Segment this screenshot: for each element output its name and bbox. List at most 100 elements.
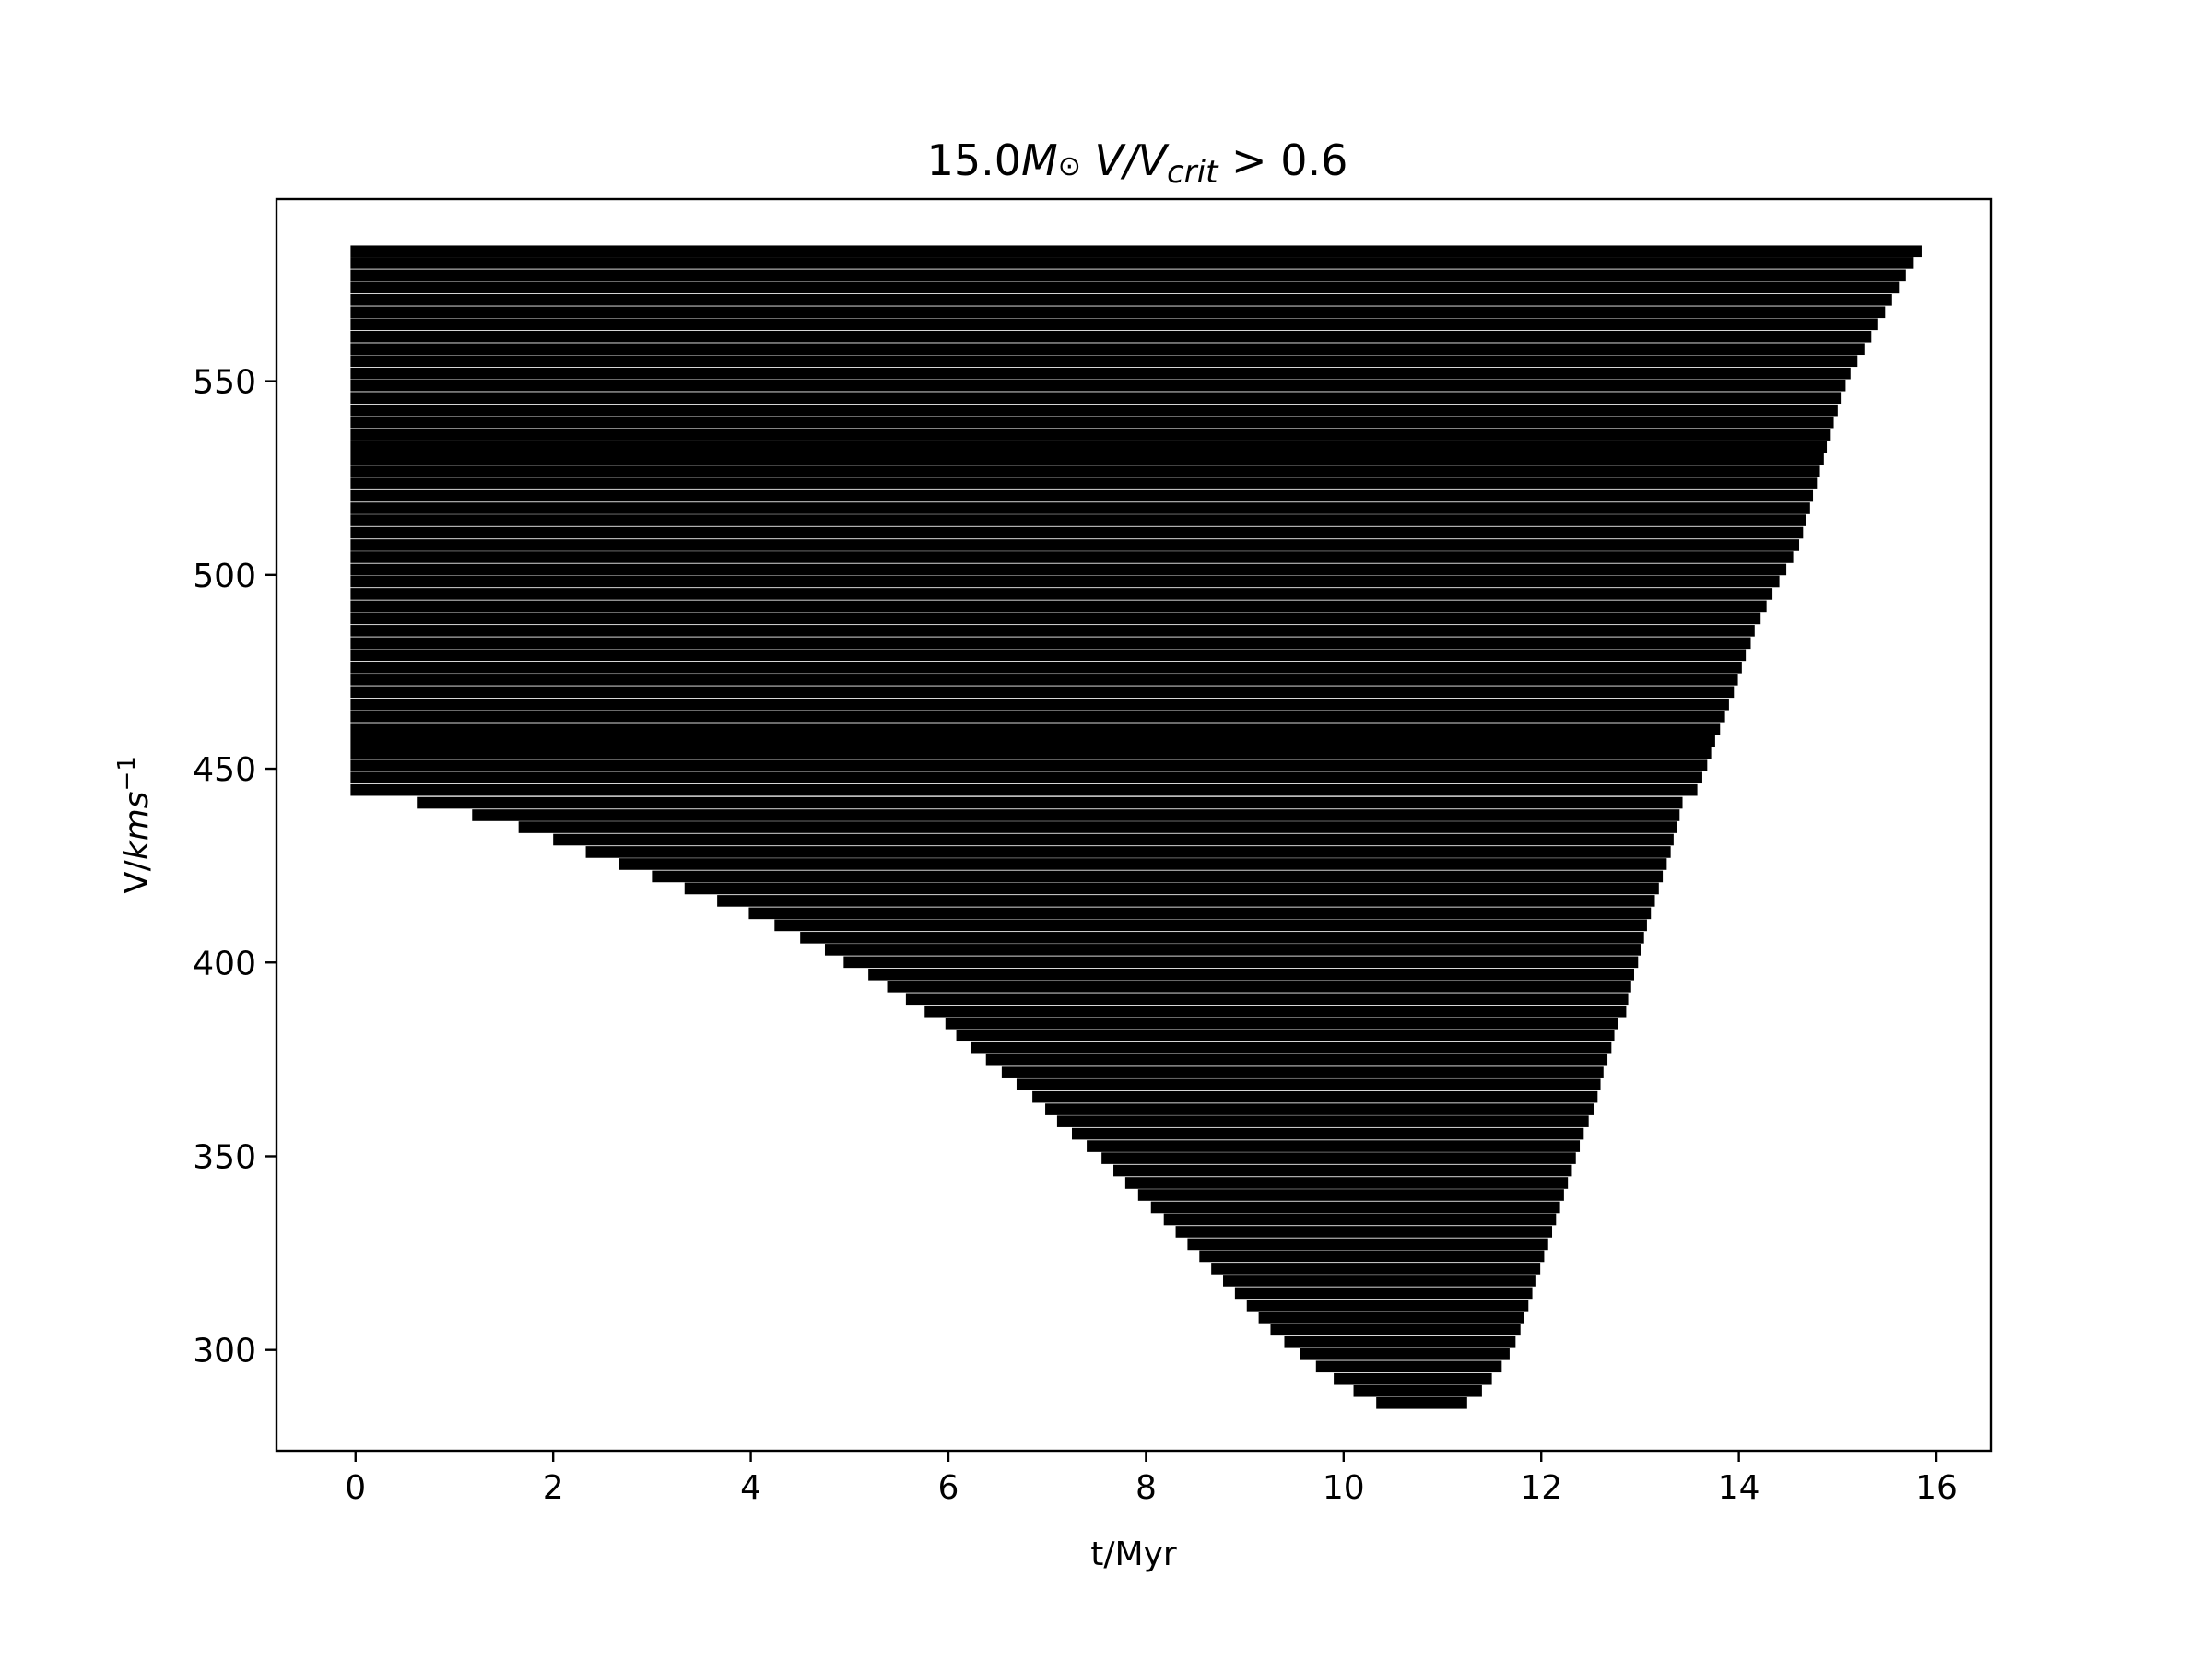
bar-81 (1187, 1238, 1548, 1251)
y-axis-label: V/kms−1 (113, 756, 156, 894)
bar-65 (971, 1041, 1612, 1054)
bar-0 (350, 245, 1922, 258)
x-tick-label-2: 4 (740, 1469, 761, 1507)
y-tick-label-3: 450 (193, 751, 256, 789)
x-tick-label-5: 10 (1323, 1469, 1365, 1507)
bar-31 (350, 625, 1755, 637)
bar-41 (350, 747, 1712, 759)
bar-63 (945, 1017, 1618, 1030)
bar-50 (619, 858, 1667, 870)
y-tick-label-4: 500 (193, 558, 256, 595)
bar-44 (350, 783, 1698, 796)
bar-70 (1045, 1103, 1594, 1115)
bar-34 (350, 661, 1742, 674)
bar-69 (1032, 1090, 1598, 1103)
bar-61 (905, 993, 1629, 1006)
bar-45 (417, 796, 1683, 809)
x-tick-label-1: 2 (543, 1469, 564, 1507)
bar-24 (350, 539, 1800, 551)
bar-22 (350, 514, 1806, 526)
x-tick-label-4: 8 (1135, 1469, 1157, 1507)
bar-11 (350, 379, 1846, 392)
plot-frame (275, 197, 1993, 1453)
bar-39 (350, 723, 1721, 735)
bar-76 (1124, 1177, 1569, 1189)
bar-7 (350, 330, 1872, 343)
y-axis-ticks: 300 350 400 450 500 550 (193, 364, 276, 1371)
bar-84 (1223, 1275, 1536, 1287)
bar-46 (472, 809, 1680, 821)
bar-4 (350, 294, 1892, 306)
bar-53 (717, 895, 1655, 907)
bar-87 (1258, 1312, 1524, 1324)
bar-48 (553, 833, 1674, 846)
bar-68 (1016, 1078, 1601, 1090)
bar-72 (1071, 1127, 1584, 1140)
bar-57 (824, 944, 1641, 956)
bar-27 (350, 575, 1780, 588)
x-tick-label-8: 16 (1915, 1469, 1958, 1507)
bar-18 (350, 465, 1820, 477)
x-tick-label-6: 12 (1520, 1469, 1562, 1507)
bar-20 (350, 489, 1814, 502)
bar-73 (1087, 1140, 1581, 1152)
chart-title: 15.0M⊙ V/Vcrit > 0.6 (927, 135, 1348, 191)
bar-60 (887, 981, 1631, 993)
x-tick-label-7: 14 (1718, 1469, 1760, 1507)
x-axis-ticks: 0 2 4 6 8 10 12 14 16 (345, 1451, 1958, 1507)
bar-59 (868, 968, 1634, 981)
bar-36 (350, 686, 1735, 699)
y-tick-label-5: 550 (193, 364, 256, 402)
bar-55 (774, 919, 1647, 932)
bar-49 (585, 846, 1671, 858)
bar-93 (1353, 1384, 1482, 1397)
bar-40 (350, 735, 1715, 747)
bar-42 (350, 759, 1708, 771)
y-tick-label-0: 300 (193, 1333, 256, 1371)
bar-51 (652, 870, 1664, 883)
y-tick-label-1: 350 (193, 1138, 256, 1176)
bar-90 (1300, 1348, 1510, 1360)
bar-74 (1101, 1152, 1576, 1164)
bar-54 (748, 907, 1652, 920)
bar-1 (350, 257, 1914, 269)
bar-8 (350, 343, 1865, 356)
bar-78 (1150, 1201, 1560, 1214)
bar-66 (985, 1053, 1608, 1066)
bar-62 (924, 1005, 1627, 1018)
bar-86 (1246, 1300, 1529, 1312)
bar-2 (350, 269, 1906, 282)
y-tick-label-2: 400 (193, 945, 256, 982)
bar-71 (1056, 1115, 1589, 1127)
bar-32 (350, 637, 1751, 650)
bar-3 (350, 281, 1900, 294)
bar-23 (350, 526, 1804, 539)
bar-88 (1270, 1324, 1521, 1336)
bar-35 (350, 674, 1738, 686)
bar-75 (1113, 1164, 1572, 1177)
bar-21 (350, 502, 1810, 514)
bar-83 (1211, 1263, 1541, 1275)
bar-6 (350, 318, 1878, 331)
bar-16 (350, 441, 1828, 453)
bar-15 (350, 429, 1831, 441)
bar-37 (350, 698, 1729, 711)
bar-52 (684, 882, 1659, 895)
bar-26 (350, 563, 1787, 576)
bar-67 (1001, 1066, 1604, 1078)
bar-19 (350, 477, 1818, 489)
bar-79 (1163, 1213, 1557, 1226)
bar-43 (350, 771, 1702, 784)
bar-94 (1376, 1396, 1467, 1409)
bar-80 (1175, 1226, 1553, 1238)
bar-25 (350, 551, 1794, 563)
bar-17 (350, 453, 1824, 465)
bar-77 (1137, 1189, 1564, 1201)
bar-14 (350, 416, 1834, 429)
bar-82 (1199, 1250, 1545, 1263)
bar-30 (350, 612, 1761, 625)
x-tick-label-3: 6 (938, 1469, 959, 1507)
bar-47 (518, 821, 1677, 833)
bar-5 (350, 306, 1886, 319)
